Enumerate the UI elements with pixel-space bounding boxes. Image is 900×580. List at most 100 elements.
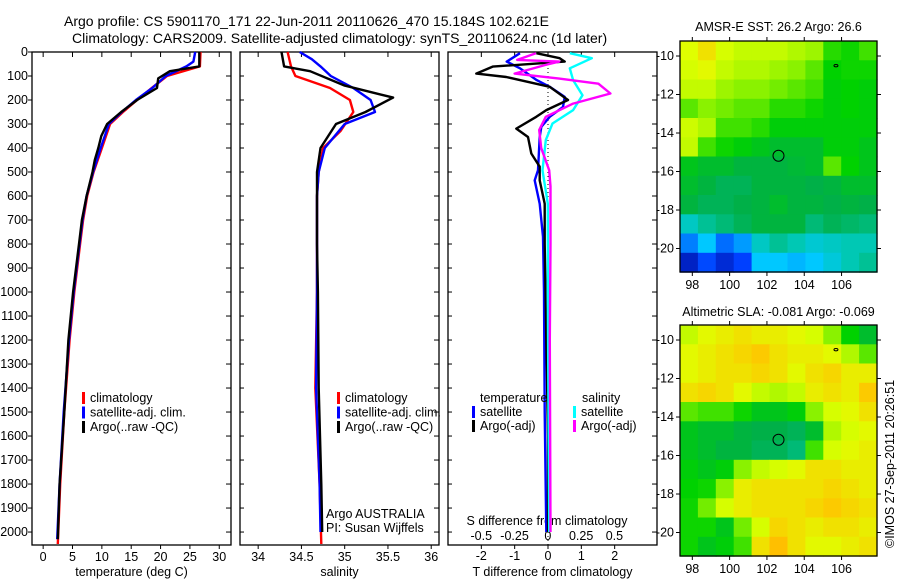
legend-label: Argo(..raw -QC) [90, 420, 178, 434]
map-cell [715, 252, 735, 273]
figure-title-line1: Argo profile: CS 5901170_171 22-Jun-2011… [64, 13, 549, 29]
map-cell [823, 60, 842, 81]
map-cell [680, 137, 699, 158]
map-cell [715, 137, 735, 158]
map-cell [787, 175, 806, 196]
x-tick-label: 1 [578, 549, 585, 563]
map-cell [680, 118, 699, 138]
map-cell [823, 536, 842, 557]
y-tick-label: 1700 [0, 453, 28, 467]
map-cell [859, 41, 878, 61]
y-tick-label: 1500 [0, 405, 28, 419]
map-cell [680, 98, 699, 119]
map-cell [751, 479, 771, 499]
map-cell [715, 421, 735, 442]
island-outline [833, 347, 839, 352]
map-cell [733, 536, 753, 557]
legend-header-salinity: salinity [582, 391, 621, 405]
x-tick-label: 15 [124, 550, 138, 564]
lon-tick-label: 104 [794, 562, 815, 576]
map-cell [841, 98, 860, 119]
map-cell [859, 79, 878, 100]
map-cell [751, 382, 771, 403]
map-cell [787, 498, 806, 519]
y-tick-label: 1800 [0, 477, 28, 491]
map-cell [680, 252, 699, 273]
map-cell [859, 382, 878, 403]
map-cell [823, 479, 842, 499]
map-cell [697, 156, 717, 177]
x-tick-label: 25 [183, 550, 197, 564]
x-tick-label: 30 [212, 550, 226, 564]
map-cell [715, 536, 735, 557]
x-tick-label: 0 [545, 549, 552, 563]
map-cell [823, 214, 842, 235]
map-cell [823, 459, 842, 480]
map-cell [751, 344, 771, 365]
map-cell [751, 118, 771, 138]
map-cell [823, 517, 842, 538]
x-tick-label: 20 [154, 550, 168, 564]
map-cell [805, 536, 824, 557]
map-cell [733, 41, 753, 61]
map-cell [733, 137, 753, 158]
map-cell [805, 98, 824, 119]
map-cell [769, 536, 788, 557]
map-cell [715, 440, 735, 461]
sla-map-panel: Altimetric SLA: -0.081 Argo: -0.069 98 100… [656, 305, 881, 576]
map-cell [769, 402, 788, 422]
lon-tick-label: 102 [757, 562, 778, 576]
map-cell [715, 41, 735, 61]
map-cell [823, 363, 842, 384]
map-cell [697, 175, 717, 196]
map-cell [733, 517, 753, 538]
map-cell [733, 233, 753, 254]
lon-tick-label: 98 [685, 562, 699, 576]
map-cell [823, 156, 842, 177]
map-cell [715, 517, 735, 538]
map-cell [733, 402, 753, 422]
map-cell [841, 498, 860, 519]
legend-label: satellite-adj. clim. [345, 406, 441, 420]
map-cell [680, 214, 699, 235]
temperature-panel: 0100200300400500600700800900100011001200… [0, 45, 232, 579]
map-cell [859, 60, 878, 81]
map-cell [805, 421, 824, 442]
map-cell [715, 233, 735, 254]
map-cell [841, 344, 860, 365]
map-cell [823, 175, 842, 196]
lat-tick-label: -18 [656, 203, 674, 217]
legend-swatch [82, 406, 85, 419]
difference-panel: -2 -1 0 1 2 T difference from climatology -0.5… [447, 51, 658, 579]
map-cell [733, 118, 753, 138]
legend-label: Argo(-adj) [480, 419, 536, 433]
map-frame [679, 324, 878, 557]
map-cell [680, 517, 699, 538]
map-cell [733, 98, 753, 119]
map-cell [841, 363, 860, 384]
map-cell [751, 252, 771, 273]
series-line-argo-raw-qc- [56, 52, 201, 540]
map-cell [769, 195, 788, 215]
map-cell [715, 344, 735, 365]
map-cell [805, 402, 824, 422]
map-cell [787, 344, 806, 365]
map-cell [751, 137, 771, 158]
legend-swatch [472, 420, 475, 432]
map-cell [680, 325, 699, 345]
map-cell [859, 214, 878, 235]
map-cell [805, 118, 824, 138]
map-cell [769, 233, 788, 254]
map-cell [787, 233, 806, 254]
map-cell [751, 325, 771, 345]
map-cell [751, 233, 771, 254]
legend-label: Argo(-adj) [581, 419, 637, 433]
map-cell [805, 498, 824, 519]
map-title: Altimetric SLA: -0.081 Argo: -0.069 [682, 305, 875, 319]
map-cell [823, 421, 842, 442]
map-cell [859, 402, 878, 422]
s-tick-label: 0.25 [569, 529, 593, 543]
map-cell [751, 79, 771, 100]
map-cell [823, 344, 842, 365]
map-cell [680, 440, 699, 461]
